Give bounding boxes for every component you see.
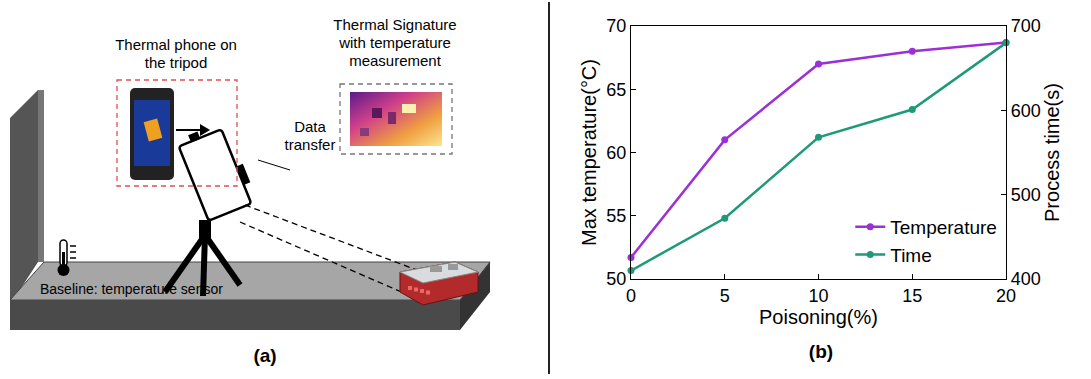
svg-text:Process time(s): Process time(s) [1041, 83, 1063, 222]
svg-text:600: 600 [1011, 101, 1041, 121]
svg-text:Temperature: Temperature [890, 217, 997, 238]
svg-text:70: 70 [606, 16, 626, 36]
svg-text:10: 10 [808, 286, 828, 306]
svg-text:65: 65 [606, 80, 626, 100]
svg-text:50: 50 [606, 269, 626, 289]
svg-text:Time: Time [890, 245, 932, 266]
svg-text:55: 55 [606, 206, 626, 226]
svg-text:Poisoning(%): Poisoning(%) [759, 306, 878, 328]
svg-text:400: 400 [1011, 269, 1041, 289]
svg-text:Max temperature(°C): Max temperature(°C) [578, 59, 600, 246]
svg-text:Thermal Signaturewith temperat: Thermal Signaturewith temperaturemeasure… [333, 16, 456, 69]
svg-text:20: 20 [996, 286, 1016, 306]
svg-text:60: 60 [606, 143, 626, 163]
svg-text:500: 500 [1011, 185, 1041, 205]
svg-text:15: 15 [902, 286, 922, 306]
html-text:(b): (b) [808, 341, 834, 362]
svg-text:Thermal phone onthe tripod: Thermal phone onthe tripod [115, 36, 237, 71]
svg-text:700: 700 [1011, 16, 1041, 36]
svg-text:(a): (a) [253, 345, 276, 366]
svg-text:Baseline: temperature sensor: Baseline: temperature sensor [40, 281, 223, 297]
svg-text:0: 0 [626, 286, 636, 306]
svg-text:Datatransfer: Datatransfer [285, 118, 336, 153]
svg-text:5: 5 [720, 286, 730, 306]
